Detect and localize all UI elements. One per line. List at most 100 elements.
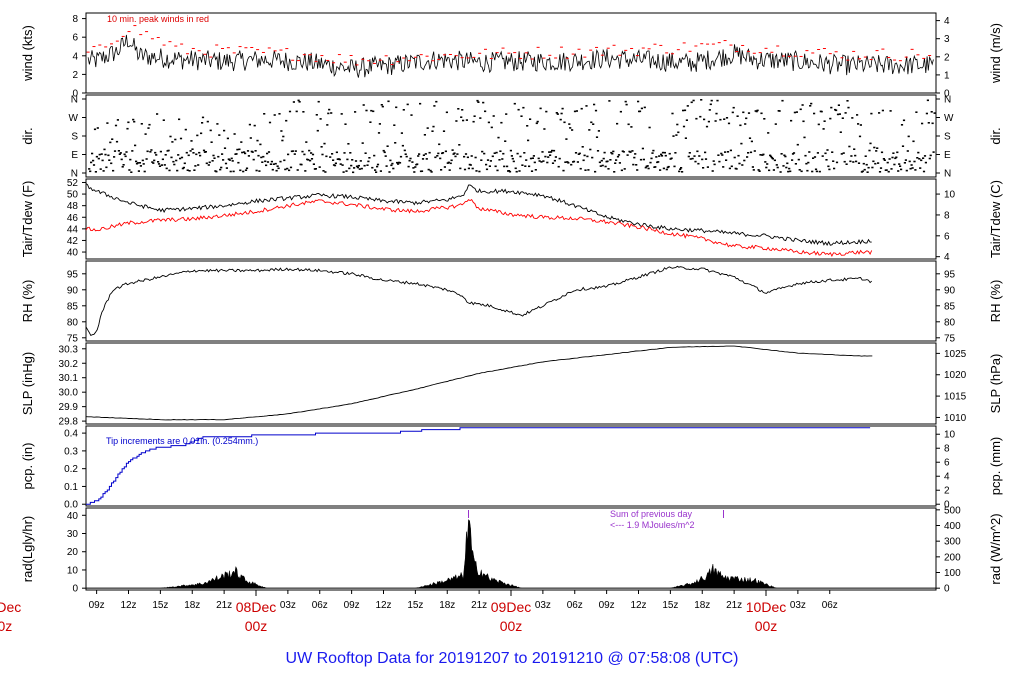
left-tick-label: E: [71, 150, 78, 161]
dir-point: [449, 162, 452, 165]
dir-point: [551, 162, 555, 164]
dir-point: [878, 112, 881, 114]
dir-point: [660, 153, 663, 156]
series-line-slp: [85, 345, 873, 421]
dir-point: [561, 107, 564, 110]
dir-point: [189, 150, 192, 152]
dir-point: [408, 159, 411, 162]
dir-point: [241, 151, 244, 154]
dir-point: [534, 169, 537, 171]
dir-point: [872, 160, 875, 163]
dir-point: [89, 170, 92, 173]
dir-point: [888, 158, 891, 160]
dir-point: [690, 101, 693, 104]
dir-point: [461, 109, 464, 111]
dir-point: [866, 171, 869, 173]
dir-point: [435, 100, 438, 103]
dir-point: [293, 153, 296, 155]
dir-point: [794, 163, 797, 165]
dir-point: [201, 116, 205, 119]
dir-point: [800, 170, 803, 173]
dir-point: [526, 125, 529, 127]
dir-point: [739, 124, 742, 127]
dir-point: [288, 110, 292, 113]
dir-point: [848, 145, 851, 148]
dir-point: [820, 110, 823, 113]
dir-point: [326, 124, 329, 126]
dir-point: [246, 150, 250, 152]
right-tick-label: 8: [944, 210, 950, 221]
dir-point: [928, 157, 931, 160]
dir-point: [894, 157, 897, 160]
dir-point: [540, 161, 543, 163]
dir-point: [573, 110, 577, 113]
dir-point: [769, 154, 772, 157]
dir-point: [887, 170, 890, 173]
dir-point: [748, 137, 752, 139]
dir-point: [481, 150, 484, 153]
dir-point: [932, 151, 935, 153]
dir-point: [634, 153, 637, 155]
dir-point: [388, 171, 391, 173]
dir-point: [648, 126, 651, 129]
right-tick-label: 4: [944, 472, 950, 483]
dir-point: [521, 164, 524, 166]
dir-point: [102, 170, 105, 172]
dir-point: [409, 157, 412, 160]
dir-point: [151, 161, 154, 163]
dir-point: [576, 161, 579, 163]
dir-point: [578, 152, 581, 155]
dir-point: [360, 167, 363, 170]
dir-point: [122, 164, 125, 166]
dir-point: [179, 157, 182, 160]
dir-point: [177, 154, 180, 156]
right-tick-label: N: [944, 169, 951, 180]
dir-point: [757, 169, 760, 171]
dir-point: [165, 167, 168, 170]
right-tick-label: 10: [944, 430, 956, 441]
dir-point: [896, 151, 899, 154]
dir-point: [709, 103, 712, 106]
right-tick-label: 1020: [944, 370, 967, 381]
dir-point: [244, 152, 247, 155]
dir-point: [909, 167, 912, 170]
dir-point: [335, 151, 338, 154]
dir-point: [340, 113, 343, 115]
x-tick-label: 21z: [216, 600, 232, 611]
dir-point: [714, 120, 717, 122]
dir-point: [494, 165, 497, 168]
dir-point: [434, 156, 437, 159]
dir-point: [543, 128, 546, 130]
dir-point: [372, 110, 375, 113]
dir-point: [276, 165, 279, 167]
dir-point: [103, 148, 106, 151]
dir-point: [895, 156, 898, 159]
dir-point: [854, 154, 857, 157]
dir-point: [97, 157, 100, 160]
dir-point: [584, 169, 587, 171]
dir-point: [496, 169, 499, 172]
dir-point: [354, 160, 358, 162]
dir-point: [195, 153, 198, 156]
dir-point: [562, 169, 565, 172]
dir-point: [507, 170, 511, 172]
dir-point: [159, 150, 162, 153]
dir-point: [329, 156, 332, 158]
dir-point: [824, 152, 827, 155]
dir-point: [742, 111, 745, 114]
dir-point: [302, 111, 305, 113]
dir-point: [624, 100, 627, 103]
dir-point: [261, 161, 264, 163]
x-tick-label: 03z: [280, 600, 296, 611]
dir-point: [620, 169, 623, 172]
dir-point: [828, 168, 831, 171]
dir-point: [662, 167, 665, 170]
right-tick-label: 500: [944, 505, 961, 516]
dir-point: [168, 169, 171, 172]
dir-point: [918, 158, 921, 160]
dir-point: [373, 154, 376, 157]
dir-point: [630, 126, 633, 128]
dir-point: [295, 110, 298, 113]
dir-point: [805, 162, 808, 165]
dir-point: [780, 153, 783, 155]
